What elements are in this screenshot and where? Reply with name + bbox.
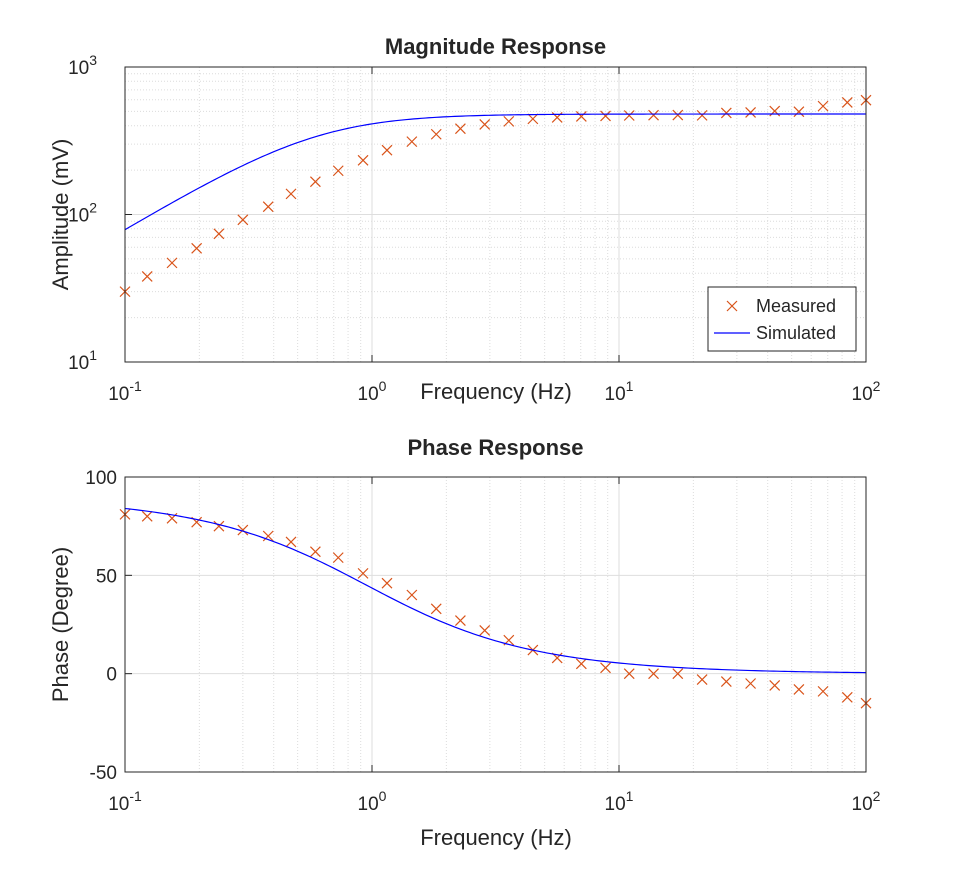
mag-measured-point: [600, 110, 611, 122]
phase-measured-point: [309, 546, 321, 558]
phase-y-tick-label: -50: [90, 763, 117, 784]
phase-measured-point: [720, 676, 732, 687]
mag-chart-title: Magnitude Response: [385, 34, 606, 59]
phase-x-axis-label: Frequency (Hz): [420, 825, 572, 850]
phase-plot: 10-1 100 101 102 100 50 0 -50 Phase Response Freq…: [48, 435, 881, 850]
mag-series-simulated-line: [125, 113, 866, 231]
legend-label: Simulated: [756, 323, 836, 343]
mag-measured-point: [817, 100, 829, 112]
phase-measured-point: [769, 680, 781, 691]
phase-measured-point: [745, 678, 757, 689]
legend-marker-measured: [726, 300, 738, 312]
mag-measured-point: [575, 111, 587, 122]
mag-measured-point: [406, 136, 418, 148]
mag-measured-point: [262, 201, 274, 213]
phase-y-tick-label: 0: [106, 665, 117, 686]
mag-y-tick-label: 103: [68, 52, 97, 79]
phase-measured-point: [793, 683, 805, 695]
mag-measured-point: [309, 176, 321, 188]
phase-x-tick-label: 100: [358, 788, 387, 815]
phase-measured-point: [332, 552, 344, 564]
mag-y-axis-label: Amplitude (mV): [48, 139, 73, 291]
phase-measured-point: [696, 674, 708, 685]
mag-measured-point: [720, 107, 732, 119]
mag-measured-point: [672, 109, 684, 121]
mag-y-tick-label: 102: [68, 200, 97, 227]
mag-measured-point: [381, 144, 393, 156]
mag-measured-point: [745, 107, 757, 118]
phase-measured-point: [285, 536, 297, 548]
magnitude-plot: 10-1 100 101 102 101 102 103 Magnitude Response…: [48, 34, 881, 405]
phase-measured-point: [479, 624, 491, 636]
phase-y-axis-label: Phase (Degree): [48, 547, 73, 702]
phase-axes-background: [125, 477, 866, 772]
phase-measured-point: [600, 662, 611, 674]
mag-measured-point: [503, 115, 515, 127]
mag-y-tick-label: 101: [68, 347, 97, 374]
mag-measured-point: [793, 106, 805, 118]
mag-measured-point: [527, 113, 539, 125]
phase-axes-box: [124, 476, 867, 773]
mag-measured-point: [696, 109, 708, 121]
phase-measured-point: [817, 685, 829, 697]
phase-measured-point: [381, 577, 393, 589]
phase-measured-point: [237, 524, 249, 536]
mag-measured-point: [430, 128, 442, 140]
mag-x-tick-label: 10-1: [108, 378, 142, 405]
phase-x-tick-label: 101: [605, 788, 634, 815]
phase-series-simulated-line: [125, 507, 866, 674]
phase-measured-point: [141, 510, 153, 522]
mag-measured-point: [191, 242, 203, 254]
phase-measured-point: [430, 603, 442, 615]
phase-measured-point: [648, 668, 659, 680]
phase-x-tick-label: 10-1: [108, 788, 142, 815]
mag-x-axis-label: Frequency (Hz): [420, 379, 572, 404]
phase-y-tick-label: 50: [96, 566, 117, 587]
mag-measured-point: [332, 165, 344, 177]
mag-measured-point: [213, 228, 225, 240]
phase-measured-point: [262, 530, 274, 542]
phase-measured-point: [454, 615, 466, 626]
mag-x-tick-label: 101: [605, 378, 634, 405]
mag-measured-point: [166, 257, 178, 269]
phase-x-tick-label: 102: [852, 788, 881, 815]
mag-measured-point: [285, 188, 297, 200]
mag-measured-point: [841, 97, 853, 108]
phase-chart-title: Phase Response: [407, 435, 583, 460]
mag-x-tick-label: 100: [358, 378, 387, 405]
phase-measured-point: [213, 520, 225, 532]
mag-measured-point: [623, 110, 635, 121]
mag-measured-point: [141, 271, 153, 282]
phase-measured-point: [672, 668, 684, 680]
mag-measured-point: [648, 109, 659, 121]
mag-x-tick-label: 102: [852, 378, 881, 405]
legend-box: [707, 286, 857, 352]
mag-measured-point: [454, 123, 466, 135]
mag-measured-point: [237, 214, 249, 226]
legend-label: Measured: [756, 296, 836, 316]
mag-measured-point: [479, 119, 491, 130]
mag-measured-point: [357, 154, 369, 166]
phase-y-tick-label: 100: [85, 468, 117, 489]
phase-measured-point: [623, 668, 635, 680]
phase-measured-point: [841, 691, 853, 703]
phase-measured-point: [575, 658, 587, 670]
phase-measured-point: [406, 589, 418, 601]
mag-legend: Measured Simulated: [707, 286, 857, 352]
phase-measured-point: [357, 567, 369, 579]
